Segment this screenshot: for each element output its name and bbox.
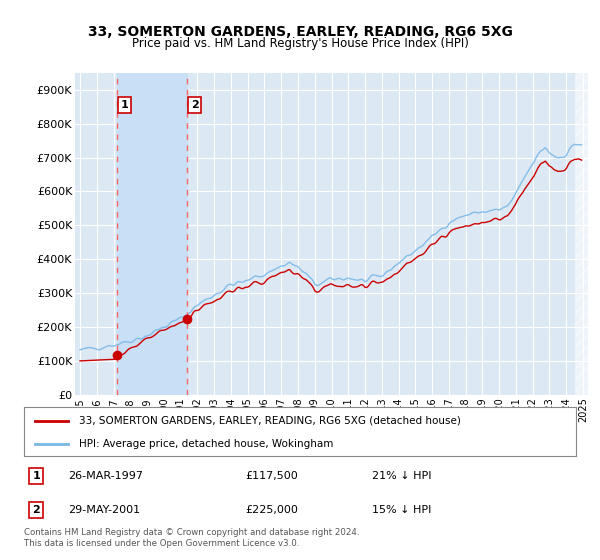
Text: £117,500: £117,500 — [245, 471, 298, 481]
Text: Price paid vs. HM Land Registry's House Price Index (HPI): Price paid vs. HM Land Registry's House … — [131, 37, 469, 50]
Text: 33, SOMERTON GARDENS, EARLEY, READING, RG6 5XG: 33, SOMERTON GARDENS, EARLEY, READING, R… — [88, 26, 512, 39]
Text: 29-MAY-2001: 29-MAY-2001 — [68, 505, 140, 515]
Text: Contains HM Land Registry data © Crown copyright and database right 2024.
This d: Contains HM Land Registry data © Crown c… — [24, 528, 359, 548]
Text: 21% ↓ HPI: 21% ↓ HPI — [372, 471, 431, 481]
Bar — [118, 73, 187, 395]
Text: 1: 1 — [32, 471, 40, 481]
Text: 33, SOMERTON GARDENS, EARLEY, READING, RG6 5XG (detached house): 33, SOMERTON GARDENS, EARLEY, READING, R… — [79, 416, 461, 426]
Text: 2: 2 — [191, 100, 199, 110]
Text: £225,000: £225,000 — [245, 505, 298, 515]
Text: 15% ↓ HPI: 15% ↓ HPI — [372, 505, 431, 515]
Text: 2: 2 — [32, 505, 40, 515]
Bar — [575, 73, 588, 395]
Text: HPI: Average price, detached house, Wokingham: HPI: Average price, detached house, Woki… — [79, 439, 334, 449]
Text: 1: 1 — [121, 100, 128, 110]
Text: 26-MAR-1997: 26-MAR-1997 — [68, 471, 143, 481]
